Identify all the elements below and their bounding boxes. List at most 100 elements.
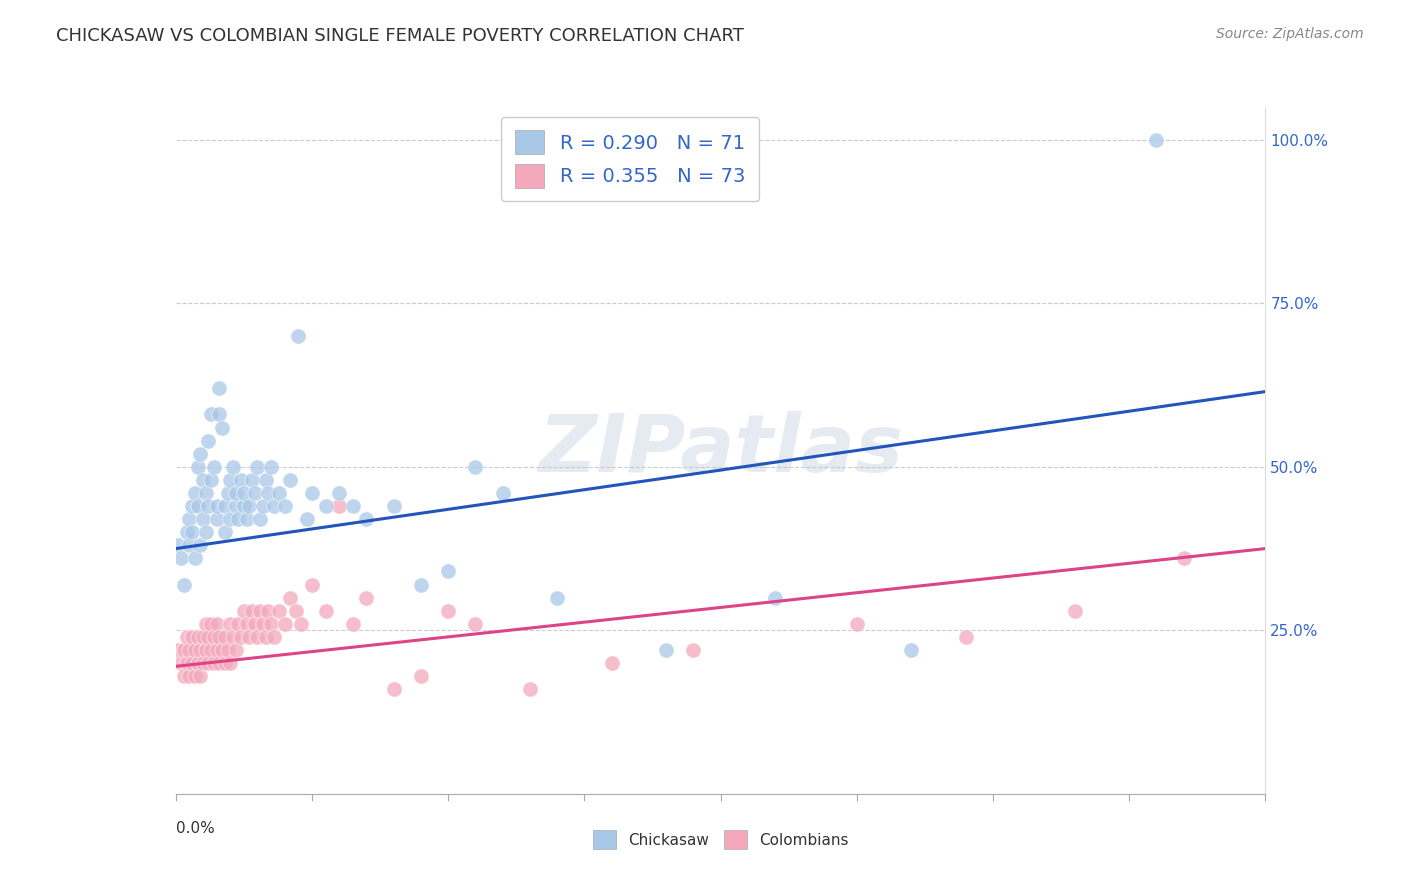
Point — [260, 616, 283, 631]
Point — [214, 525, 236, 540]
Point — [179, 538, 201, 552]
Point — [260, 459, 283, 474]
Point — [181, 525, 204, 540]
Point — [1063, 604, 1085, 618]
Point — [243, 616, 266, 631]
Point — [382, 682, 405, 697]
Point — [208, 656, 231, 670]
Point — [225, 643, 247, 657]
Point — [205, 643, 228, 657]
Point — [845, 616, 868, 631]
Text: ZIPatlas: ZIPatlas — [538, 411, 903, 490]
Point — [181, 630, 204, 644]
Point — [181, 656, 204, 670]
Point — [235, 616, 257, 631]
Point — [208, 408, 231, 422]
Point — [214, 630, 236, 644]
Point — [194, 616, 217, 631]
Point — [1144, 133, 1167, 147]
Point — [246, 630, 269, 644]
Point — [188, 669, 211, 683]
Point — [246, 459, 269, 474]
Point — [263, 630, 285, 644]
Point — [1173, 551, 1195, 566]
Point — [173, 577, 195, 591]
Point — [184, 669, 207, 683]
Point — [238, 630, 260, 644]
Point — [188, 643, 211, 657]
Point — [328, 486, 350, 500]
Point — [228, 512, 250, 526]
Point — [278, 473, 301, 487]
Point — [200, 408, 222, 422]
Point — [194, 525, 217, 540]
Point — [301, 577, 323, 591]
Point — [186, 499, 209, 513]
Point — [200, 473, 222, 487]
Point — [202, 656, 225, 670]
Point — [519, 682, 541, 697]
Point — [197, 630, 219, 644]
Point — [194, 643, 217, 657]
Point — [225, 499, 247, 513]
Point — [167, 643, 190, 657]
Point — [176, 525, 198, 540]
Point — [254, 473, 277, 487]
Point — [176, 656, 198, 670]
Point — [900, 643, 922, 657]
Point — [254, 630, 277, 644]
Point — [202, 630, 225, 644]
Point — [173, 669, 195, 683]
Point — [382, 499, 405, 513]
Point — [492, 486, 515, 500]
Point — [217, 486, 239, 500]
Point — [955, 630, 977, 644]
Point — [211, 643, 233, 657]
Point — [205, 499, 228, 513]
Text: Source: ZipAtlas.com: Source: ZipAtlas.com — [1216, 27, 1364, 41]
Point — [188, 538, 211, 552]
Point — [238, 499, 260, 513]
Point — [356, 512, 378, 526]
Point — [179, 643, 201, 657]
Point — [219, 512, 242, 526]
Point — [191, 630, 214, 644]
Point — [437, 565, 460, 579]
Point — [243, 486, 266, 500]
Point — [205, 512, 228, 526]
Point — [179, 512, 201, 526]
Point — [356, 591, 378, 605]
Point — [252, 499, 274, 513]
Text: 0.0%: 0.0% — [176, 822, 215, 837]
Point — [301, 486, 323, 500]
Point — [315, 604, 337, 618]
Point — [409, 577, 432, 591]
Point — [342, 616, 364, 631]
Point — [197, 656, 219, 670]
Point — [214, 499, 236, 513]
Point — [197, 499, 219, 513]
Point — [170, 551, 193, 566]
Point — [188, 447, 211, 461]
Point — [208, 630, 231, 644]
Point — [222, 630, 245, 644]
Point — [181, 499, 204, 513]
Point — [200, 616, 222, 631]
Point — [186, 656, 209, 670]
Point — [202, 459, 225, 474]
Point — [600, 656, 623, 670]
Point — [231, 473, 253, 487]
Point — [409, 669, 432, 683]
Point — [252, 616, 274, 631]
Legend: Chickasaw, Colombians: Chickasaw, Colombians — [586, 824, 855, 855]
Point — [249, 512, 271, 526]
Point — [184, 643, 207, 657]
Point — [682, 643, 704, 657]
Point — [176, 630, 198, 644]
Point — [231, 630, 253, 644]
Point — [437, 604, 460, 618]
Point — [167, 538, 190, 552]
Point — [257, 486, 280, 500]
Point — [194, 486, 217, 500]
Point — [464, 459, 486, 474]
